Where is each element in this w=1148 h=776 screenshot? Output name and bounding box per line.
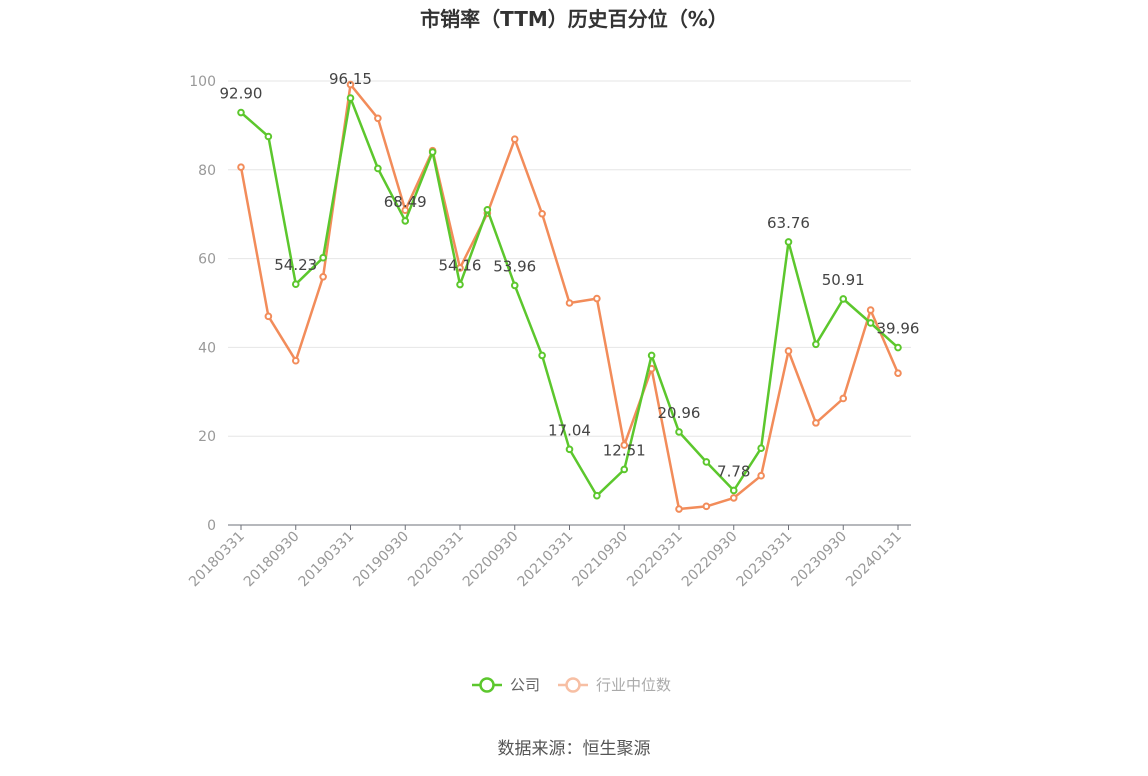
data-point (319, 253, 327, 262)
x-tick-label: 20190930 (350, 529, 412, 591)
data-point (757, 444, 765, 452)
x-tick-label: 20190331 (296, 529, 358, 591)
y-tick-label: 80 (198, 163, 216, 179)
legend: 公司 行业中位数 (472, 676, 671, 694)
y-tick-label: 20 (198, 429, 216, 445)
data-point (702, 502, 711, 511)
data-point (264, 132, 273, 141)
data-label: 53.96 (493, 257, 536, 275)
data-point (291, 356, 300, 365)
data-point (866, 319, 875, 327)
data-point (401, 217, 410, 225)
legend-marker (479, 677, 495, 693)
data-point (565, 299, 574, 307)
x-tick-label: 20210930 (569, 529, 631, 591)
y-tick-label: 0 (207, 518, 216, 534)
x-tick-label: 20200930 (460, 529, 522, 591)
data-point (812, 419, 820, 427)
chart-title: 市销率（TTM）历史百分位（%） (420, 7, 728, 31)
x-tick-label: 20220331 (624, 529, 686, 591)
data-point (510, 281, 519, 290)
data-label: 17.04 (548, 421, 591, 439)
x-tick-label: 20230930 (788, 529, 850, 591)
x-tick-label: 20240131 (843, 529, 905, 591)
legend-label: 行业中位数 (596, 676, 671, 694)
data-point (593, 294, 601, 303)
data-point (428, 148, 437, 156)
y-tick-label: 100 (189, 74, 216, 90)
data-point (510, 135, 519, 143)
data-point (456, 280, 464, 289)
data-label: 12.51 (603, 441, 646, 459)
y-tick-label: 60 (198, 252, 216, 268)
data-label: 54.23 (274, 256, 317, 274)
grid-lines (228, 80, 911, 437)
data-point (374, 114, 382, 123)
data-label: 68.49 (384, 193, 427, 211)
data-label: 63.76 (767, 214, 810, 232)
data-point (237, 108, 245, 117)
data-point (675, 505, 683, 513)
data-label: 50.91 (822, 271, 865, 289)
series-industry-median (237, 80, 902, 513)
data-point (729, 494, 738, 502)
data-label: 39.96 (877, 320, 920, 338)
data-point (647, 351, 656, 360)
x-tick-label: 20200331 (405, 529, 467, 591)
series-company (237, 94, 902, 500)
data-point (702, 458, 711, 466)
data-point (839, 394, 848, 403)
data-point (866, 306, 875, 314)
data-point (291, 280, 300, 289)
data-point (757, 471, 765, 480)
data-point (319, 273, 327, 281)
data-point (894, 369, 902, 377)
legend-marker (565, 677, 581, 693)
data-label: 96.15 (329, 70, 372, 88)
source-note: 数据来源：恒生聚源 (498, 739, 651, 759)
x-tick-label: 20180930 (241, 529, 303, 591)
legend-label: 公司 (510, 676, 540, 694)
legend-item-company: 公司 (472, 676, 540, 694)
data-point (675, 428, 683, 436)
data-point (483, 205, 492, 214)
data-point (346, 80, 355, 89)
data-point (784, 347, 793, 355)
data-label: 7.78 (717, 462, 750, 480)
data-point (620, 441, 629, 449)
data-label: 20.96 (658, 404, 701, 422)
data-point (264, 312, 273, 321)
data-point (620, 465, 629, 474)
data-label: 54.16 (439, 257, 482, 275)
data-labels: 92.90 54.23 96.15 68.49 54.16 53.96 17.04 12.51… (220, 70, 920, 480)
data-point (538, 209, 546, 218)
y-tick-label: 40 (198, 340, 216, 356)
data-point (593, 491, 601, 500)
data-point (729, 486, 738, 495)
data-point (839, 295, 848, 303)
series-layer (237, 80, 902, 513)
data-point (894, 343, 902, 352)
data-point (538, 351, 546, 360)
data-point (784, 238, 793, 246)
data-point (401, 206, 410, 215)
data-point (237, 163, 245, 171)
x-tick-label: 20180331 (186, 529, 248, 591)
x-tick-label: 20220930 (679, 529, 741, 591)
data-point (346, 94, 355, 102)
data-label: 92.90 (220, 85, 263, 103)
data-point (812, 340, 820, 349)
y-axis: 0 20 40 60 80 100 (189, 74, 216, 534)
data-point (565, 445, 574, 454)
x-tick-label: 20210331 (515, 529, 577, 591)
data-point (374, 164, 382, 173)
x-tick-label: 20230331 (734, 529, 796, 591)
x-axis: 2018033120180930201903312019093020200331… (186, 524, 911, 591)
legend-item-industry-median: 行业中位数 (558, 676, 671, 694)
